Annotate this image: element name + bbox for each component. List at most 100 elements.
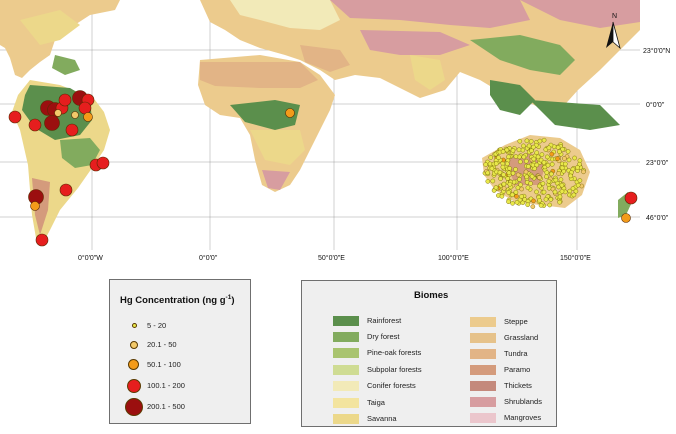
australia-sample-point xyxy=(572,155,577,161)
australia-sample-point xyxy=(506,154,511,160)
australia-sample-point xyxy=(518,159,523,165)
australia-sample-point xyxy=(525,202,531,207)
australia-sample-point xyxy=(534,189,539,195)
australia-sample-point xyxy=(531,198,536,204)
biome-swatch xyxy=(333,414,359,424)
longitude-label-0w: 0°0'0"W xyxy=(78,254,103,262)
hg-sample-point xyxy=(30,201,40,211)
biome-swatch xyxy=(333,398,359,408)
hg-sample-point xyxy=(54,109,62,117)
biome-swatch xyxy=(333,365,359,375)
biome-swatch xyxy=(333,316,359,326)
biome-label: Grassland xyxy=(504,333,539,342)
australia-sample-point xyxy=(535,154,541,160)
australia-sample-point xyxy=(496,155,501,160)
hg-sample-point xyxy=(96,156,110,170)
biome-swatch xyxy=(333,348,359,358)
biome-swatch xyxy=(470,349,496,359)
australia-sample-point xyxy=(537,183,542,189)
australia-sample-point xyxy=(548,197,554,202)
australia-sample-point xyxy=(559,165,565,171)
hg-dot-50-100 xyxy=(128,359,139,370)
world-biome-map: N 23°0'0"N 0°0'0" 23°0'0" 46°0'0" 0°0'0"… xyxy=(0,0,671,262)
australia-sample-point xyxy=(524,174,530,180)
biome-swatch xyxy=(470,365,496,375)
australia-sample-point xyxy=(573,188,579,194)
biome-label: Shrublands xyxy=(504,397,542,406)
hg-dot-200-500 xyxy=(125,398,143,416)
biome-label: Thickets xyxy=(504,381,532,390)
hg-dot-20-50 xyxy=(130,341,138,349)
australia-sample-point xyxy=(521,143,526,149)
australia-sample-point xyxy=(555,145,561,150)
biome-label: Subpolar forests xyxy=(367,365,422,374)
australia-sample-point xyxy=(571,192,577,198)
australia-sample-point xyxy=(547,202,553,208)
australia-sample-points xyxy=(482,137,586,209)
australia-sample-point xyxy=(517,177,522,182)
australia-sample-point xyxy=(509,192,515,198)
australia-sample-point xyxy=(519,194,524,199)
australia-sample-point xyxy=(553,177,559,183)
hg-legend-title: Hg Concentration (ng g-1) xyxy=(120,294,235,306)
australia-sample-point xyxy=(515,185,521,190)
hg-sample-point xyxy=(83,112,93,122)
australia-sample-point xyxy=(504,161,510,167)
australia-sample-point xyxy=(526,143,532,149)
australia-sample-point xyxy=(521,154,527,160)
australia-sample-point xyxy=(544,170,550,175)
australia-sample-point xyxy=(537,198,542,203)
australia-sample-point xyxy=(526,164,531,169)
hg-legend-row: 5 - 20 xyxy=(110,316,250,336)
australia-sample-point xyxy=(528,138,534,144)
hg-concentration-legend: Hg Concentration (ng g-1) 5 - 20 20.1 - … xyxy=(109,279,251,424)
australia-sample-point xyxy=(529,148,534,153)
biome-label: Taiga xyxy=(367,398,385,407)
australia-sample-point xyxy=(549,171,554,177)
australia-sample-point xyxy=(530,162,536,168)
australia-sample-point xyxy=(514,199,520,205)
hg-legend-label: 200.1 - 500 xyxy=(147,402,185,411)
biome-swatch xyxy=(470,381,496,391)
australia-sample-point xyxy=(507,181,513,187)
australia-sample-point xyxy=(543,196,549,202)
australia-sample-point xyxy=(506,170,512,176)
australia-sample-point xyxy=(549,151,555,157)
australia-sample-point xyxy=(499,193,505,199)
hg-sample-point xyxy=(59,183,73,197)
australia-sample-point xyxy=(497,170,503,175)
australia-sample-point xyxy=(487,161,493,167)
australia-sample-point xyxy=(534,162,540,168)
australia-sample-point xyxy=(513,167,518,172)
australia-sample-point xyxy=(549,161,555,167)
australia-sample-point xyxy=(513,154,519,159)
longitude-label-50e: 50°0'0"E xyxy=(318,254,345,262)
australia-sample-point xyxy=(555,156,560,161)
australia-sample-point xyxy=(545,162,551,168)
australia-sample-point xyxy=(516,147,522,153)
australia-sample-point xyxy=(557,194,563,200)
australia-sample-point xyxy=(523,169,529,175)
australia-sample-point xyxy=(498,176,503,181)
biome-swatch xyxy=(333,332,359,342)
australia-sample-point xyxy=(566,157,572,163)
australia-sample-point xyxy=(510,148,516,153)
australia-sample-point xyxy=(557,199,562,205)
biome-label: Rainforest xyxy=(367,316,402,325)
australia-sample-point xyxy=(565,149,571,154)
hg-sample-point xyxy=(44,115,60,131)
australia-sample-point xyxy=(552,189,558,195)
australia-sample-point xyxy=(546,185,552,191)
australia-sample-point xyxy=(524,158,529,164)
australia-sample-point xyxy=(514,194,519,199)
australia-sample-point xyxy=(557,149,562,154)
biome-label: Conifer forests xyxy=(367,381,416,390)
australia-sample-point xyxy=(529,174,535,179)
australia-sample-point xyxy=(501,172,506,177)
longitude-label-0: 0°0'0" xyxy=(199,254,218,262)
biome-label: Tundra xyxy=(504,349,528,358)
hg-legend-title-superscript: -1 xyxy=(225,294,232,301)
australia-sample-point xyxy=(510,200,515,206)
hg-sample-point xyxy=(58,93,72,107)
australia-sample-point xyxy=(577,178,583,183)
